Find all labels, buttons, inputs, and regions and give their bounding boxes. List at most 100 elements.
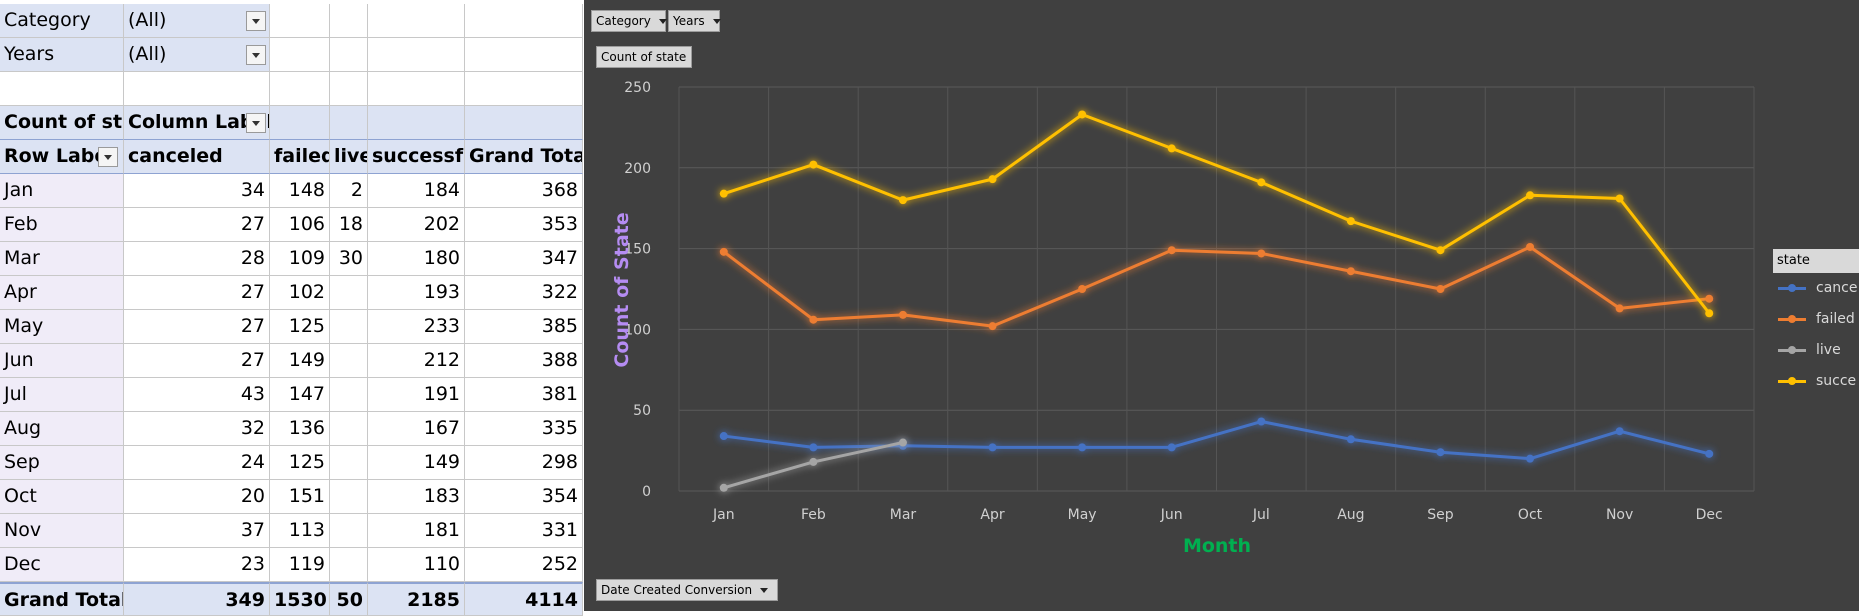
- column-header-1: failed: [270, 140, 330, 174]
- x-tick-label: Feb: [801, 507, 826, 523]
- value-cell-live: 18: [330, 208, 368, 242]
- data-point-canceled[interactable]: [1615, 427, 1624, 436]
- x-tick-label: Oct: [1518, 507, 1543, 523]
- filter-dropdown-icon[interactable]: [246, 11, 266, 31]
- value-cell-live: [330, 378, 368, 412]
- x-tick-label: Jul: [1252, 507, 1270, 523]
- row-labels-dropdown-icon[interactable]: [98, 147, 118, 167]
- value-cell-failed: 151: [270, 480, 330, 514]
- data-point-failed[interactable]: [898, 310, 907, 319]
- data-point-failed[interactable]: [1078, 285, 1087, 293]
- data-point-canceled[interactable]: [1078, 443, 1087, 452]
- column-labels-dropdown-icon[interactable]: [246, 113, 266, 133]
- column-labels-header[interactable]: Column Label: [124, 106, 270, 140]
- value-cell-successful: 180: [368, 242, 465, 276]
- data-point-failed[interactable]: [1526, 242, 1535, 251]
- row-label: Nov: [0, 514, 124, 548]
- data-point-canceled[interactable]: [1257, 417, 1266, 426]
- data-point-canceled[interactable]: [1705, 449, 1714, 458]
- data-point-failed[interactable]: [1705, 294, 1714, 303]
- data-point-successful[interactable]: [1078, 110, 1087, 119]
- data-point-canceled[interactable]: [809, 443, 818, 452]
- value-cell-failed: 106: [270, 208, 330, 242]
- value-cell-total: 335: [465, 412, 583, 446]
- series-line-successful: [723, 112, 1711, 315]
- x-tick-label: Sep: [1427, 507, 1454, 523]
- data-point-canceled[interactable]: [988, 443, 997, 452]
- data-point-canceled[interactable]: [1436, 448, 1445, 457]
- value-cell-failed: 125: [270, 446, 330, 480]
- value-cell-live: [330, 412, 368, 446]
- data-point-canceled[interactable]: [1346, 435, 1355, 444]
- data-point-successful[interactable]: [1167, 144, 1176, 153]
- value-cell-total: 385: [465, 310, 583, 344]
- legend-swatch: [1778, 315, 1806, 323]
- value-cell-canceled: 24: [124, 446, 270, 480]
- x-tick-label: Jun: [1160, 507, 1183, 523]
- row-label: Oct: [0, 480, 124, 514]
- filter-value[interactable]: (All): [124, 4, 270, 38]
- value-cell-live: [330, 276, 368, 310]
- row-label: May: [0, 310, 124, 344]
- empty-cell: [330, 72, 368, 106]
- filter-value[interactable]: (All): [124, 38, 270, 72]
- date-created-conversion-button[interactable]: Date Created Conversion: [596, 579, 778, 601]
- row-label: Aug: [0, 412, 124, 446]
- legend-swatch: [1778, 346, 1806, 354]
- data-point-successful[interactable]: [1346, 217, 1355, 226]
- corner-label: Count of sta: [0, 106, 124, 140]
- data-point-failed[interactable]: [809, 315, 818, 324]
- count-of-state-button[interactable]: Count of state: [596, 46, 692, 68]
- data-point-successful[interactable]: [1526, 191, 1535, 200]
- filter-dropdown-icon[interactable]: [246, 45, 266, 65]
- data-point-canceled[interactable]: [1526, 454, 1535, 463]
- y-tick-label: 250: [624, 80, 651, 96]
- value-cell-successful: 110: [368, 548, 465, 582]
- value-cell-canceled: 27: [124, 344, 270, 378]
- empty-cell: [270, 38, 330, 72]
- data-point-failed[interactable]: [1167, 246, 1176, 255]
- data-point-canceled[interactable]: [1167, 443, 1176, 452]
- y-tick-label: 0: [642, 484, 651, 500]
- chevron-down-icon: [760, 588, 769, 593]
- data-point-successful[interactable]: [1257, 178, 1266, 187]
- data-point-canceled[interactable]: [719, 432, 728, 441]
- row-label: Sep: [0, 446, 124, 480]
- value-cell-total: 368: [465, 174, 583, 208]
- value-cell-live: [330, 310, 368, 344]
- years-filter-button[interactable]: Years: [668, 10, 721, 32]
- header-blank: [368, 106, 465, 140]
- y-tick-label: 200: [624, 161, 651, 177]
- category-filter-button[interactable]: Category: [591, 10, 667, 32]
- value-cell-failed: 125: [270, 310, 330, 344]
- column-header-3: successful: [368, 140, 465, 174]
- filter-label: Category: [0, 4, 124, 38]
- legend-title[interactable]: state: [1773, 249, 1859, 273]
- data-point-failed[interactable]: [1257, 249, 1266, 258]
- data-point-live[interactable]: [719, 483, 728, 492]
- header-blank: [330, 106, 368, 140]
- data-point-live[interactable]: [809, 457, 818, 466]
- grand-total-successful: 2185: [368, 582, 465, 616]
- data-point-failed[interactable]: [1346, 267, 1355, 276]
- row-labels-header[interactable]: Row Label: [0, 140, 124, 174]
- data-point-failed[interactable]: [988, 322, 997, 331]
- value-field-label: Count of state: [601, 50, 687, 64]
- chevron-down-icon: [712, 19, 721, 24]
- data-point-successful[interactable]: [719, 189, 728, 198]
- data-point-failed[interactable]: [1615, 304, 1624, 313]
- data-point-successful[interactable]: [809, 160, 818, 169]
- data-point-successful[interactable]: [1615, 194, 1624, 203]
- data-point-successful[interactable]: [1436, 246, 1445, 255]
- data-point-successful[interactable]: [898, 196, 907, 205]
- data-point-successful[interactable]: [988, 175, 997, 184]
- series-successful: [719, 110, 1714, 318]
- value-cell-canceled: 20: [124, 480, 270, 514]
- data-point-successful[interactable]: [1705, 309, 1714, 318]
- data-point-failed[interactable]: [719, 247, 728, 256]
- value-cell-canceled: 37: [124, 514, 270, 548]
- value-cell-successful: 183: [368, 480, 465, 514]
- data-point-failed[interactable]: [1436, 285, 1445, 293]
- value-cell-total: 381: [465, 378, 583, 412]
- data-point-live[interactable]: [898, 438, 907, 447]
